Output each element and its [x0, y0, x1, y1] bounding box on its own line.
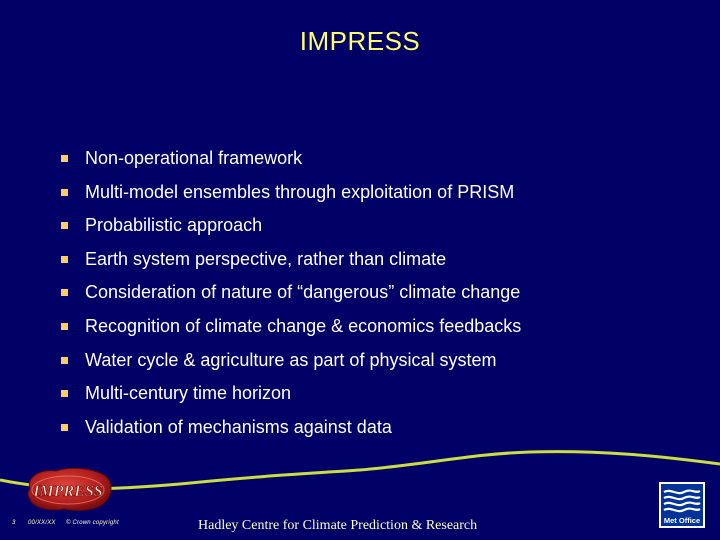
bullet-item: Multi-century time horizon: [60, 380, 700, 414]
met-office-logo: Met Office: [659, 482, 705, 528]
square-bullet-icon: [61, 289, 68, 297]
bullet-item: Multi-model ensembles through exploitati…: [60, 179, 700, 213]
bullet-item: Recognition of climate change & economic…: [60, 313, 700, 347]
bullet-text: Consideration of nature of “dangerous” c…: [85, 282, 521, 303]
wave-decoration: [0, 450, 720, 491]
bullet-item: Earth system perspective, rather than cl…: [60, 246, 700, 280]
slide-title: IMPRESS: [299, 26, 421, 56]
square-bullet-icon: [61, 423, 68, 431]
bullet-text: Multi-model ensembles through exploitati…: [85, 181, 515, 202]
bullet-item: Water cycle & agriculture as part of phy…: [60, 347, 700, 381]
bullet-text: Recognition of climate change & economic…: [85, 315, 522, 336]
square-bullet-icon: [61, 390, 68, 398]
bullet-text: Multi-century time horizon: [85, 383, 292, 404]
met-office-logo-text: Met Office: [664, 516, 700, 525]
impress-logo: IMPRESS: [27, 467, 112, 511]
square-bullet-icon: [61, 222, 68, 230]
bullet-text: Water cycle & agriculture as part of phy…: [85, 349, 497, 370]
bullet-text: Probabilistic approach: [85, 215, 263, 236]
copyright-text: © Crown copyright: [66, 520, 119, 526]
square-bullet-icon: [61, 356, 68, 364]
square-bullet-icon: [61, 188, 68, 196]
bullet-text: Validation of mechanisms against data: [85, 416, 392, 437]
square-bullet-icon: [61, 155, 68, 162]
page-number: 3: [12, 520, 16, 526]
square-bullet-icon: [61, 255, 68, 263]
square-bullet-icon: [61, 322, 68, 330]
bullet-item: Consideration of nature of “dangerous” c…: [60, 279, 700, 313]
bullet-item: Probabilistic approach: [60, 212, 700, 246]
bullet-item: Validation of mechanisms against data: [60, 414, 700, 448]
bullet-item: Non-operational framework: [60, 145, 700, 179]
organisation-footer: Hadley Centre for Climate Prediction & R…: [198, 518, 478, 533]
bullet-list: Non-operational framework Multi-model en…: [60, 145, 700, 447]
bullet-text: Non-operational framework: [85, 148, 303, 168]
date-code: 00/XX/XX: [28, 520, 56, 526]
impress-logo-text: IMPRESS: [32, 483, 102, 500]
bullet-text: Earth system perspective, rather than cl…: [85, 248, 447, 269]
